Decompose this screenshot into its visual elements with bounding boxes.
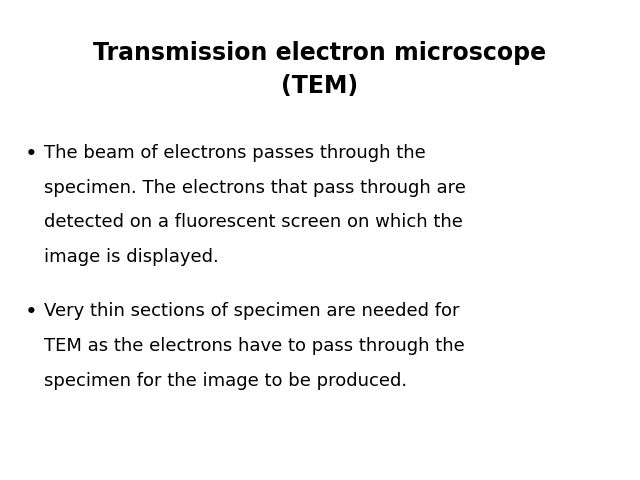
Text: Transmission electron microscope: Transmission electron microscope (93, 41, 547, 65)
Text: specimen for the image to be produced.: specimen for the image to be produced. (44, 372, 406, 390)
Text: •: • (24, 144, 37, 164)
Text: •: • (24, 302, 37, 323)
Text: TEM as the electrons have to pass through the: TEM as the electrons have to pass throug… (44, 337, 464, 355)
Text: image is displayed.: image is displayed. (44, 248, 218, 266)
Text: (TEM): (TEM) (282, 74, 358, 98)
Text: detected on a fluorescent screen on which the: detected on a fluorescent screen on whic… (44, 213, 462, 231)
Text: specimen. The electrons that pass through are: specimen. The electrons that pass throug… (44, 179, 465, 197)
Text: The beam of electrons passes through the: The beam of electrons passes through the (44, 144, 425, 162)
Text: Very thin sections of specimen are needed for: Very thin sections of specimen are neede… (44, 302, 459, 321)
